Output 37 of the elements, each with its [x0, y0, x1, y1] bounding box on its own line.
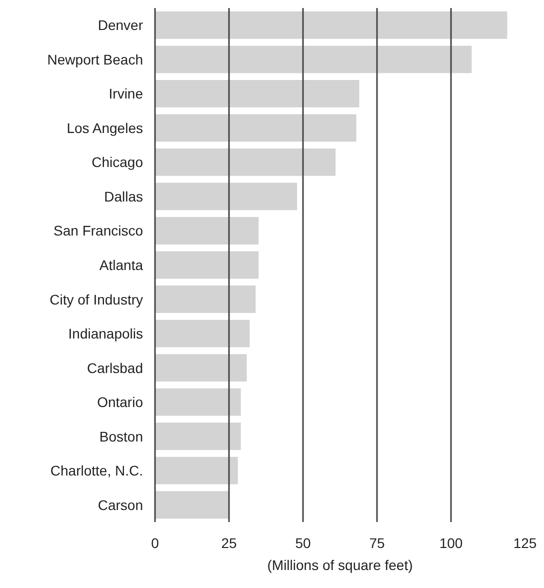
- y-tick-label: San Francisco: [54, 222, 144, 239]
- bar: [155, 320, 250, 348]
- bar: [155, 354, 247, 382]
- y-tick-label: Dallas: [104, 188, 143, 204]
- y-tick-label: Boston: [99, 428, 143, 444]
- x-tick-label: 100: [439, 535, 463, 551]
- y-tick-label: Ontario: [97, 394, 144, 410]
- x-tick-label: 125: [513, 535, 537, 551]
- y-tick-label: Carson: [98, 496, 143, 513]
- bar: [155, 456, 238, 484]
- y-tick-label: Charlotte, N.C.: [50, 462, 143, 479]
- bar: [155, 217, 259, 244]
- bar: [155, 286, 256, 313]
- y-tick-label: Atlanta: [99, 257, 144, 273]
- bar: [155, 80, 360, 108]
- bar: [155, 388, 241, 416]
- x-tick-label: 25: [221, 535, 237, 551]
- bar: [155, 114, 356, 142]
- bar: [155, 11, 508, 39]
- y-tick-label: City of Industry: [50, 291, 143, 308]
- bar: [155, 422, 241, 450]
- y-tick-label: Irvine: [108, 86, 144, 102]
- x-tick-label: 50: [295, 535, 311, 551]
- bar: [155, 46, 472, 74]
- x-axis-title: (Millions of square feet): [267, 557, 413, 573]
- bar: [155, 148, 336, 176]
- x-tick-label: 75: [369, 535, 385, 551]
- y-tick-label: Chicago: [92, 154, 144, 170]
- bar: [155, 251, 259, 279]
- y-tick-label: Newport Beach: [47, 51, 143, 68]
- y-tick-label: Indianapolis: [68, 326, 143, 342]
- y-tick-label: Carlsbad: [86, 360, 143, 376]
- y-tick-label: Denver: [98, 17, 144, 34]
- bar: [155, 491, 229, 519]
- bar: [155, 182, 298, 210]
- x-tick-label: 0: [151, 535, 160, 551]
- y-tick-label: Los Angeles: [66, 120, 143, 136]
